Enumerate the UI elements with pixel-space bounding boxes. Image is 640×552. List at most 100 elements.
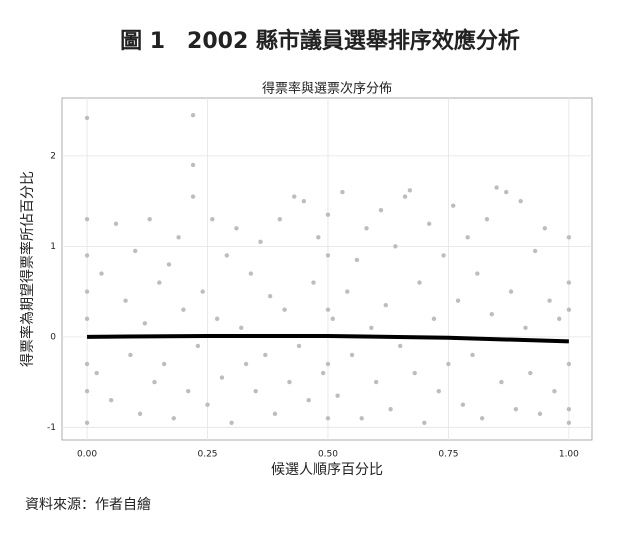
scatter-point <box>373 379 379 385</box>
scatter-point <box>465 235 470 240</box>
x-tick-label: 0.75 <box>438 450 458 460</box>
scatter-point <box>84 115 90 121</box>
y-tick-label: 2 <box>50 151 56 161</box>
scatter-point <box>340 189 345 195</box>
scatter-point <box>258 239 263 245</box>
plot-panel <box>61 97 593 441</box>
scatter-point <box>451 203 456 208</box>
scatter-point <box>475 271 480 276</box>
scatter-point <box>431 316 437 321</box>
scatter-point <box>224 253 229 258</box>
scatter-point <box>296 343 302 349</box>
scatter-point <box>214 316 220 321</box>
scatter-point <box>108 397 114 403</box>
x-axis-label: 候選人順序百分比 <box>271 462 383 478</box>
scatter-point <box>306 397 311 403</box>
scatter-point <box>147 217 152 222</box>
scatter-point <box>446 361 451 367</box>
scatter-point <box>330 316 335 321</box>
scatter-point <box>412 370 417 376</box>
scatter-point <box>84 388 90 394</box>
scatter-point <box>513 407 519 412</box>
scatter-point <box>137 411 143 416</box>
scatter-point <box>263 352 268 358</box>
scatter-point <box>518 198 523 204</box>
scatter-point <box>84 289 90 294</box>
scatter-point <box>142 321 148 326</box>
scatter-point <box>383 302 388 308</box>
scatter-point <box>161 361 167 367</box>
scatter-point <box>566 280 572 285</box>
scatter-point <box>195 343 201 349</box>
scatter-point <box>190 112 196 118</box>
scatter-point <box>470 352 475 358</box>
scatter-point <box>479 416 485 421</box>
scatter-point <box>234 226 239 231</box>
scatter-point <box>325 307 331 312</box>
scatter-point <box>547 298 552 303</box>
scatter-point <box>325 416 331 421</box>
scatter-point <box>113 221 119 226</box>
fit-line <box>87 333 569 344</box>
scatter-point <box>272 411 278 416</box>
scatter-point <box>229 420 234 426</box>
scatter-point <box>99 271 104 276</box>
scatter-point <box>566 407 572 412</box>
x-tick-label: 0.50 <box>318 450 338 460</box>
scatter-point <box>532 248 538 254</box>
scatter-point <box>84 420 90 426</box>
scatter-point <box>460 402 466 407</box>
scatter-point <box>388 407 393 412</box>
scatter-point <box>398 343 403 349</box>
scatter-point <box>157 280 162 285</box>
scatter-point <box>320 370 326 376</box>
scatter-point <box>292 194 297 199</box>
scatter-point <box>436 388 441 394</box>
scatter-point <box>426 221 432 226</box>
scatter-point <box>219 375 225 380</box>
chart-title: 圖 1 2002 縣市議員選舉排序效應分析 <box>120 28 520 54</box>
x-tick-label: 0.00 <box>77 450 97 460</box>
scatter-point <box>84 316 90 321</box>
scatter-point <box>84 253 90 258</box>
scatter-point <box>316 235 321 240</box>
scatter-point <box>152 379 157 385</box>
scatter-point <box>171 416 176 421</box>
scatter-point <box>301 198 307 204</box>
scatter-point <box>484 217 490 222</box>
scatter-point <box>402 194 408 199</box>
source-note: 資料來源：作者自繪 <box>25 496 151 513</box>
scatter-point <box>508 289 514 294</box>
scatter-point <box>325 361 331 367</box>
y-tick-label: 0 <box>50 332 56 342</box>
scatter-point <box>166 262 172 267</box>
scatter-point <box>566 361 572 367</box>
scatter-point <box>210 217 215 222</box>
scatter-point <box>566 420 572 426</box>
scatter-point <box>542 226 547 231</box>
chart-subtitle: 得票率與選票次序分佈 <box>262 81 392 97</box>
scatter-point <box>537 411 543 416</box>
scatter-point <box>84 217 90 222</box>
scatter-point <box>369 325 374 331</box>
x-tick-label: 0.25 <box>197 450 217 460</box>
scatter-point <box>94 370 99 376</box>
scatter-point <box>364 226 369 231</box>
scatter-point <box>417 280 422 285</box>
y-tick-label: -1 <box>47 423 56 433</box>
scatter-point <box>359 416 364 421</box>
scatter-point <box>287 379 292 385</box>
scatter-point <box>335 393 340 398</box>
scatter-point <box>528 370 533 376</box>
scatter-point <box>205 402 210 407</box>
scatter-point <box>557 316 562 321</box>
scatter-point <box>243 361 249 367</box>
scatter-point <box>354 257 360 263</box>
scatter-point <box>566 235 572 240</box>
scatter-point <box>523 325 528 331</box>
scatter-point <box>504 189 509 195</box>
scatter-point <box>123 298 128 303</box>
scatter-point <box>128 352 133 358</box>
